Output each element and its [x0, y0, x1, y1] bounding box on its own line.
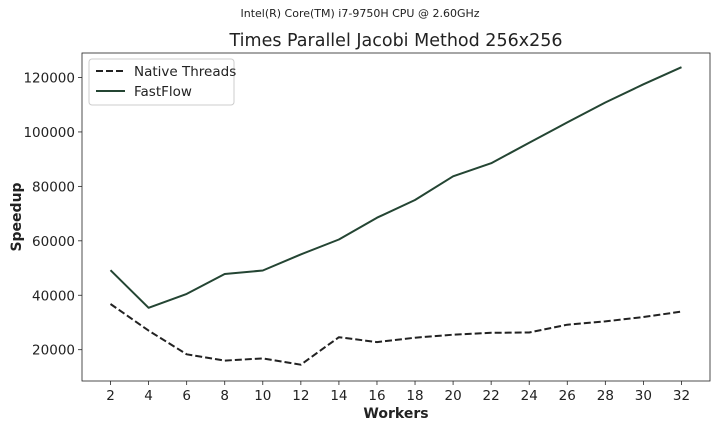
- series-lines: [109, 66, 682, 366]
- y-axis: 20000 40000 60000 80000 100000 120000: [23, 70, 82, 359]
- y-tick-label: 20000: [32, 343, 75, 359]
- x-tick-label: 2: [106, 388, 115, 404]
- chart-title: Times Parallel Jacobi Method 256x256: [229, 31, 563, 51]
- x-tick-label: 24: [521, 388, 538, 404]
- x-tick-label: 8: [220, 388, 229, 404]
- legend-label-fastflow: FastFlow: [134, 84, 192, 100]
- x-tick-label: 18: [406, 388, 423, 404]
- legend-label-native-threads: Native Threads: [134, 64, 236, 80]
- legend: Native Threads FastFlow: [88, 58, 236, 106]
- y-axis-label: Speedup: [9, 182, 25, 251]
- x-tick-label: 4: [144, 388, 153, 404]
- x-tick-label: 14: [330, 388, 347, 404]
- x-tick-label: 26: [559, 388, 576, 404]
- chart-suptitle: Intel(R) Core(TM) i7-9750H CPU @ 2.60GHz: [240, 7, 479, 20]
- y-tick-label: 40000: [32, 288, 75, 304]
- x-tick-label: 22: [483, 388, 500, 404]
- x-tick-label: 12: [292, 388, 309, 404]
- x-tick-label: 20: [444, 388, 461, 404]
- x-tick-label: 6: [182, 388, 191, 404]
- plot-area-frame: [81, 52, 711, 382]
- y-tick-label: 120000: [23, 70, 75, 86]
- x-axis: 2 4 6 8 10 12 14 16 18 20 22 24 26 28 30 32: [106, 381, 690, 404]
- y-tick-label: 100000: [23, 125, 75, 141]
- legend-box: [88, 58, 235, 106]
- x-axis-label: Workers: [363, 406, 428, 422]
- series-line-native-threads: [109, 303, 682, 366]
- x-tick-label: 10: [254, 388, 271, 404]
- x-tick-label: 28: [597, 388, 614, 404]
- series-line-fastflow: [109, 66, 682, 309]
- x-tick-label: 16: [368, 388, 385, 404]
- x-tick-label: 32: [673, 388, 690, 404]
- x-tick-label: 30: [635, 388, 652, 404]
- y-tick-label: 80000: [32, 179, 75, 195]
- y-tick-label: 60000: [32, 234, 75, 250]
